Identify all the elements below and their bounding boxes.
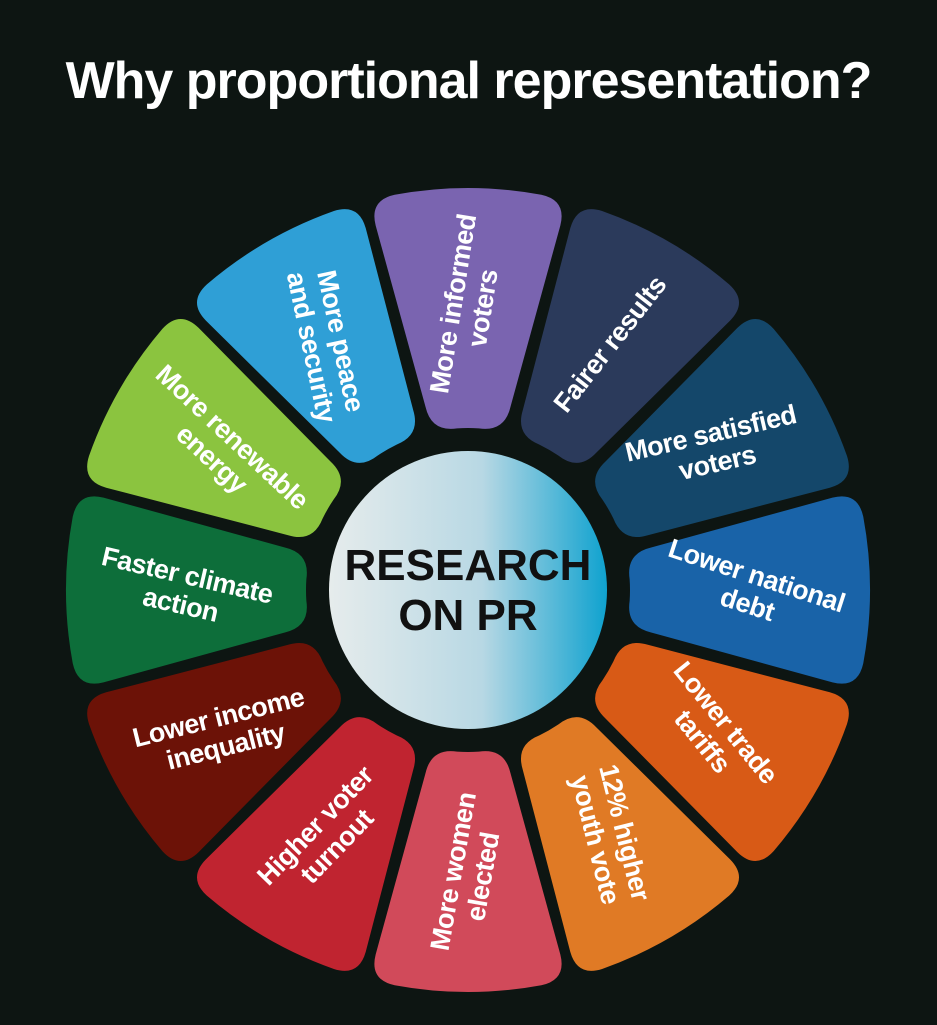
page-title: Why proportional representation?	[65, 52, 873, 110]
wheel-segment-shape	[374, 751, 562, 993]
wheel-segment-shape	[374, 187, 562, 429]
center-hub: RESEARCH ON PR	[329, 451, 607, 729]
center-hub-circle	[329, 451, 607, 729]
wheel-segment-shape	[595, 642, 849, 862]
wheel-segment: More womenelected	[374, 751, 562, 993]
wheel-segment: More peaceand security	[196, 209, 416, 463]
wheel-segment: More informedvoters	[374, 187, 562, 429]
wheel-segment-shape	[87, 318, 341, 538]
wheel-segment-shape	[196, 717, 416, 971]
wheel-segment: Faster climateaction	[65, 496, 307, 684]
center-label-line: ON PR	[398, 591, 537, 640]
wheel-segment-shape	[595, 318, 849, 538]
center-label: RESEARCH ON PR	[345, 541, 592, 640]
wheel-segment: Lower tradetariffs	[595, 642, 849, 862]
wheel-segment-shape	[87, 642, 341, 862]
wheel-segment: 12% higheryouth vote	[520, 717, 740, 971]
wheel-segment-shape	[520, 209, 740, 463]
wheel-segment-shape	[65, 496, 307, 684]
wheel-segment: Fairer results	[520, 209, 740, 463]
wheel-segment-shape	[520, 717, 740, 971]
center-label-line: RESEARCH	[345, 541, 592, 590]
wheel-segment: Lower incomeinequality	[87, 642, 341, 862]
wheel-segment-shape	[196, 209, 416, 463]
wheel-segment: Lower nationaldebt	[629, 496, 871, 684]
wheel-segment-shape	[629, 496, 871, 684]
